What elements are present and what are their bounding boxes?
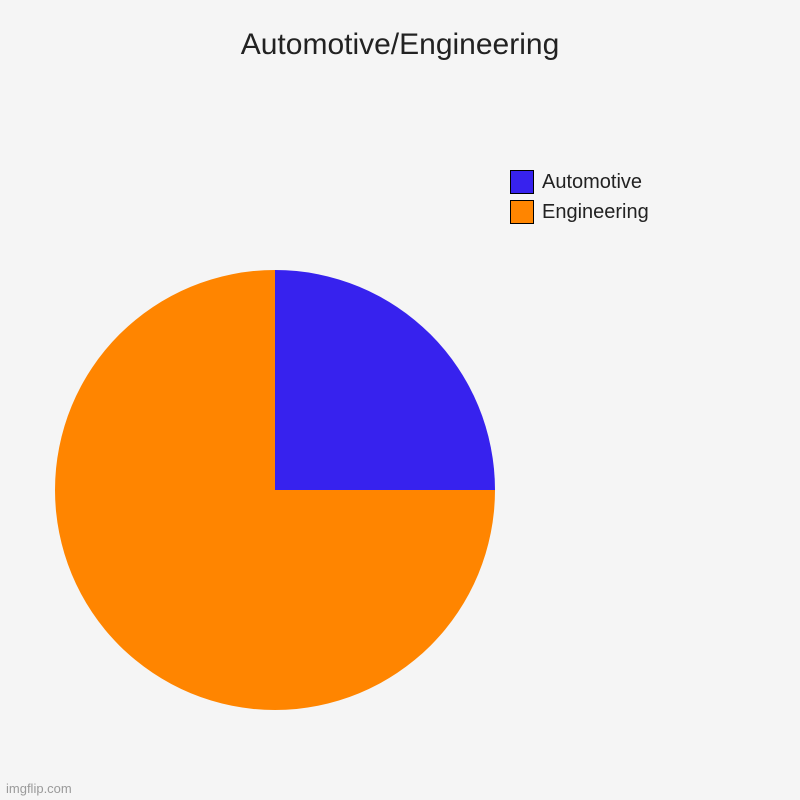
pie-chart (0, 0, 800, 800)
pie-slice-automotive (275, 270, 495, 490)
watermark: imgflip.com (6, 781, 72, 796)
